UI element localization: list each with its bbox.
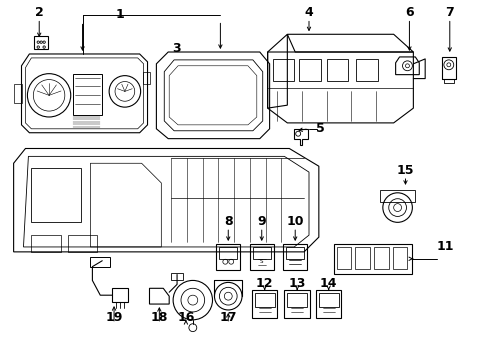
Bar [442, 57, 456, 78]
Bar [337, 247, 351, 269]
Bar [171, 273, 183, 280]
Bar [356, 59, 378, 81]
Bar [250, 244, 273, 270]
Text: 1: 1 [116, 8, 124, 21]
Text: 10: 10 [287, 215, 304, 228]
Bar [112, 288, 128, 302]
Text: 3: 3 [172, 41, 180, 55]
Bar [34, 36, 48, 49]
Text: 19: 19 [105, 311, 122, 324]
Bar [68, 235, 98, 252]
Bar [334, 244, 413, 274]
Text: 7: 7 [445, 6, 454, 19]
Bar [272, 59, 294, 81]
Bar [392, 247, 408, 269]
Bar [31, 168, 80, 222]
Bar [299, 59, 321, 81]
Bar [255, 293, 274, 307]
Text: 8: 8 [224, 215, 233, 228]
Text: S: S [260, 259, 264, 264]
Text: 9: 9 [257, 215, 266, 228]
Bar [287, 293, 307, 307]
Bar [73, 74, 102, 115]
Text: 2: 2 [35, 6, 44, 19]
Bar [91, 257, 110, 267]
Bar [355, 247, 370, 269]
Bar [284, 290, 310, 318]
Text: 15: 15 [397, 164, 414, 177]
Text: 16: 16 [177, 311, 195, 324]
Text: 18: 18 [150, 311, 168, 324]
Text: 11: 11 [436, 240, 454, 253]
Bar [319, 293, 339, 307]
Bar [283, 244, 307, 270]
Bar [14, 84, 22, 103]
Text: 5: 5 [317, 122, 325, 135]
Text: 6: 6 [405, 6, 414, 19]
Bar [252, 290, 277, 318]
Bar [327, 59, 348, 81]
Text: 12: 12 [256, 277, 273, 290]
Text: 17: 17 [220, 311, 237, 324]
Bar [374, 247, 389, 269]
Bar [143, 72, 150, 84]
Text: 14: 14 [320, 277, 338, 290]
Bar [380, 190, 416, 202]
Bar [316, 290, 342, 318]
Text: 4: 4 [305, 6, 314, 19]
Bar [31, 235, 61, 252]
Bar [220, 247, 237, 259]
Bar [286, 247, 304, 259]
Text: 13: 13 [289, 277, 306, 290]
Bar [253, 247, 270, 259]
Bar [217, 244, 240, 270]
